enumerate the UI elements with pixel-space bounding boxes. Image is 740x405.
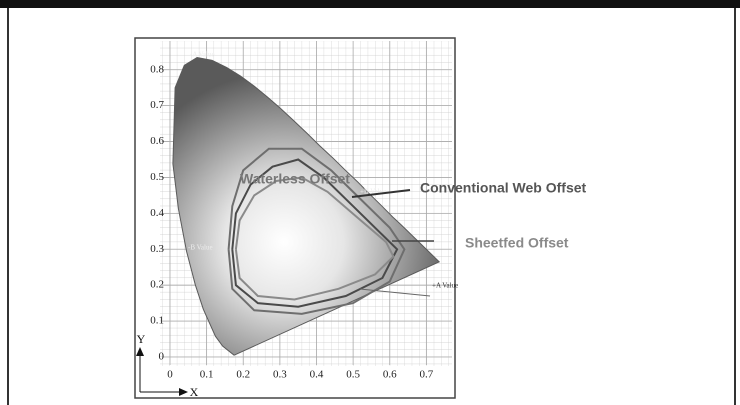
gamut-outline	[227, 147, 406, 315]
left-border	[7, 8, 9, 405]
y-tick-label: 0.2	[150, 279, 164, 291]
x-axis-label: X	[190, 385, 199, 399]
annotation: -A Value	[190, 51, 215, 59]
y-tick-label: 0.7	[150, 99, 164, 111]
x-arrow-head	[179, 388, 188, 396]
x-tick-label: 0.3	[273, 369, 287, 381]
annotation: +B Value	[360, 188, 386, 196]
right-border	[734, 8, 736, 405]
x-tick-label: 0.6	[383, 369, 397, 381]
pointer-line	[351, 189, 411, 198]
series-label: Sheetfed Offset	[465, 235, 569, 251]
series-label: Conventional Web Offset	[420, 180, 587, 196]
x-tick-label: 0.4	[310, 369, 324, 381]
y-tick-label: 0.8	[150, 63, 164, 75]
spectral-locus	[172, 56, 441, 356]
top-bar	[0, 0, 740, 8]
y-tick-label: 0.4	[150, 207, 164, 219]
x-tick-label: 0.5	[346, 369, 360, 381]
gamut-outline	[231, 158, 399, 308]
x-tick-label: 0.1	[200, 369, 214, 381]
pointer-line	[359, 288, 431, 297]
y-tick-label: 0.6	[150, 135, 164, 147]
annotation: +A Value	[432, 282, 458, 290]
x-tick-label: 0	[167, 369, 173, 381]
y-arrow-head	[136, 347, 144, 356]
series-label: Waterless Offset	[240, 171, 350, 187]
gamut-outline	[234, 176, 395, 301]
plot-layer: 0 0.1 0.2 0.3 0.4 0.5 0.6 0.7 0 0.1 0.2 0.3 0.4 0.5 0.…	[150, 41, 452, 381]
annotation: -B Value	[188, 244, 213, 252]
y-tick-label: 0.3	[150, 243, 164, 255]
x-tick-label: 0.2	[236, 369, 250, 381]
y-tick-label: 0.5	[150, 171, 164, 183]
y-axis-label: Y	[137, 332, 146, 346]
x-tick-label: 0.7	[419, 369, 433, 381]
y-tick-label: 0.1	[150, 315, 164, 327]
y-tick-label: 0	[159, 351, 165, 363]
